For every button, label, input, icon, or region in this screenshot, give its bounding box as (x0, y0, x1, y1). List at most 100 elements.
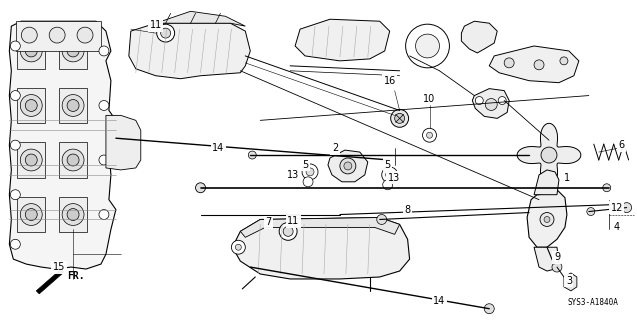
Polygon shape (10, 21, 116, 269)
Circle shape (77, 27, 93, 43)
Circle shape (20, 149, 42, 171)
Circle shape (20, 204, 42, 225)
Circle shape (99, 100, 109, 110)
Circle shape (279, 222, 297, 240)
Polygon shape (233, 218, 410, 279)
Bar (17, 21, 101, 51)
Text: 14: 14 (212, 143, 225, 153)
Text: 1: 1 (564, 173, 570, 183)
Text: 15: 15 (53, 262, 66, 272)
Polygon shape (36, 269, 64, 294)
Polygon shape (534, 247, 559, 271)
Circle shape (485, 99, 497, 110)
Circle shape (196, 183, 206, 193)
Circle shape (552, 262, 562, 272)
Circle shape (67, 45, 79, 57)
Circle shape (427, 132, 433, 138)
Circle shape (62, 40, 84, 62)
Circle shape (344, 162, 352, 170)
Circle shape (10, 91, 20, 100)
Bar (17, 142, 45, 178)
Circle shape (25, 100, 37, 111)
Text: FR.: FR. (67, 271, 85, 281)
Circle shape (67, 209, 79, 220)
Circle shape (390, 109, 408, 127)
Text: 10: 10 (424, 93, 436, 104)
Circle shape (62, 149, 84, 171)
Circle shape (99, 46, 109, 56)
Circle shape (10, 140, 20, 150)
Circle shape (21, 27, 37, 43)
Circle shape (603, 184, 611, 192)
Circle shape (622, 203, 632, 212)
Text: 4: 4 (613, 222, 620, 232)
Circle shape (383, 180, 392, 190)
Circle shape (475, 97, 483, 105)
Circle shape (10, 239, 20, 249)
Text: 12: 12 (610, 203, 623, 212)
Circle shape (157, 24, 175, 42)
Polygon shape (564, 273, 577, 291)
Circle shape (587, 208, 595, 215)
Circle shape (62, 204, 84, 225)
Polygon shape (527, 190, 567, 247)
Circle shape (20, 95, 42, 116)
Text: 5: 5 (385, 160, 391, 170)
Text: 11: 11 (150, 20, 162, 30)
Circle shape (25, 154, 37, 166)
Polygon shape (129, 23, 250, 79)
Circle shape (560, 57, 568, 65)
Circle shape (498, 97, 506, 105)
Text: 7: 7 (265, 218, 271, 228)
Text: 11: 11 (287, 216, 299, 227)
Circle shape (161, 28, 171, 38)
Circle shape (340, 158, 356, 174)
Circle shape (10, 190, 20, 200)
Text: 14: 14 (433, 296, 446, 306)
Circle shape (25, 209, 37, 220)
Bar (59, 33, 87, 69)
Circle shape (67, 154, 79, 166)
Polygon shape (106, 116, 141, 170)
Circle shape (67, 100, 79, 111)
Text: 16: 16 (383, 76, 396, 86)
Polygon shape (328, 150, 368, 182)
Circle shape (231, 240, 245, 254)
Circle shape (248, 151, 256, 159)
Text: 8: 8 (404, 204, 411, 215)
Circle shape (395, 113, 404, 123)
Polygon shape (155, 11, 245, 26)
Bar (59, 197, 87, 232)
Bar (59, 88, 87, 123)
Circle shape (303, 177, 313, 187)
Text: 5: 5 (302, 160, 308, 170)
Polygon shape (534, 170, 559, 195)
Text: 13: 13 (387, 173, 400, 183)
Circle shape (235, 244, 241, 250)
Circle shape (99, 210, 109, 220)
Circle shape (283, 227, 293, 236)
Circle shape (25, 45, 37, 57)
Polygon shape (240, 218, 399, 237)
Circle shape (544, 217, 550, 222)
Polygon shape (295, 19, 390, 61)
Polygon shape (472, 89, 509, 118)
Text: SYS3-A1840A: SYS3-A1840A (568, 298, 619, 307)
Bar (17, 88, 45, 123)
Bar (17, 197, 45, 232)
Circle shape (422, 128, 436, 142)
Circle shape (376, 214, 387, 224)
Circle shape (99, 155, 109, 165)
Text: 6: 6 (619, 140, 625, 150)
Text: 3: 3 (566, 276, 572, 286)
Polygon shape (517, 123, 581, 187)
Circle shape (10, 41, 20, 51)
Circle shape (386, 171, 394, 179)
Circle shape (20, 40, 42, 62)
Circle shape (382, 167, 397, 183)
Circle shape (62, 95, 84, 116)
Circle shape (406, 24, 450, 68)
Circle shape (534, 60, 544, 70)
Text: 13: 13 (287, 170, 299, 180)
Bar (17, 33, 45, 69)
